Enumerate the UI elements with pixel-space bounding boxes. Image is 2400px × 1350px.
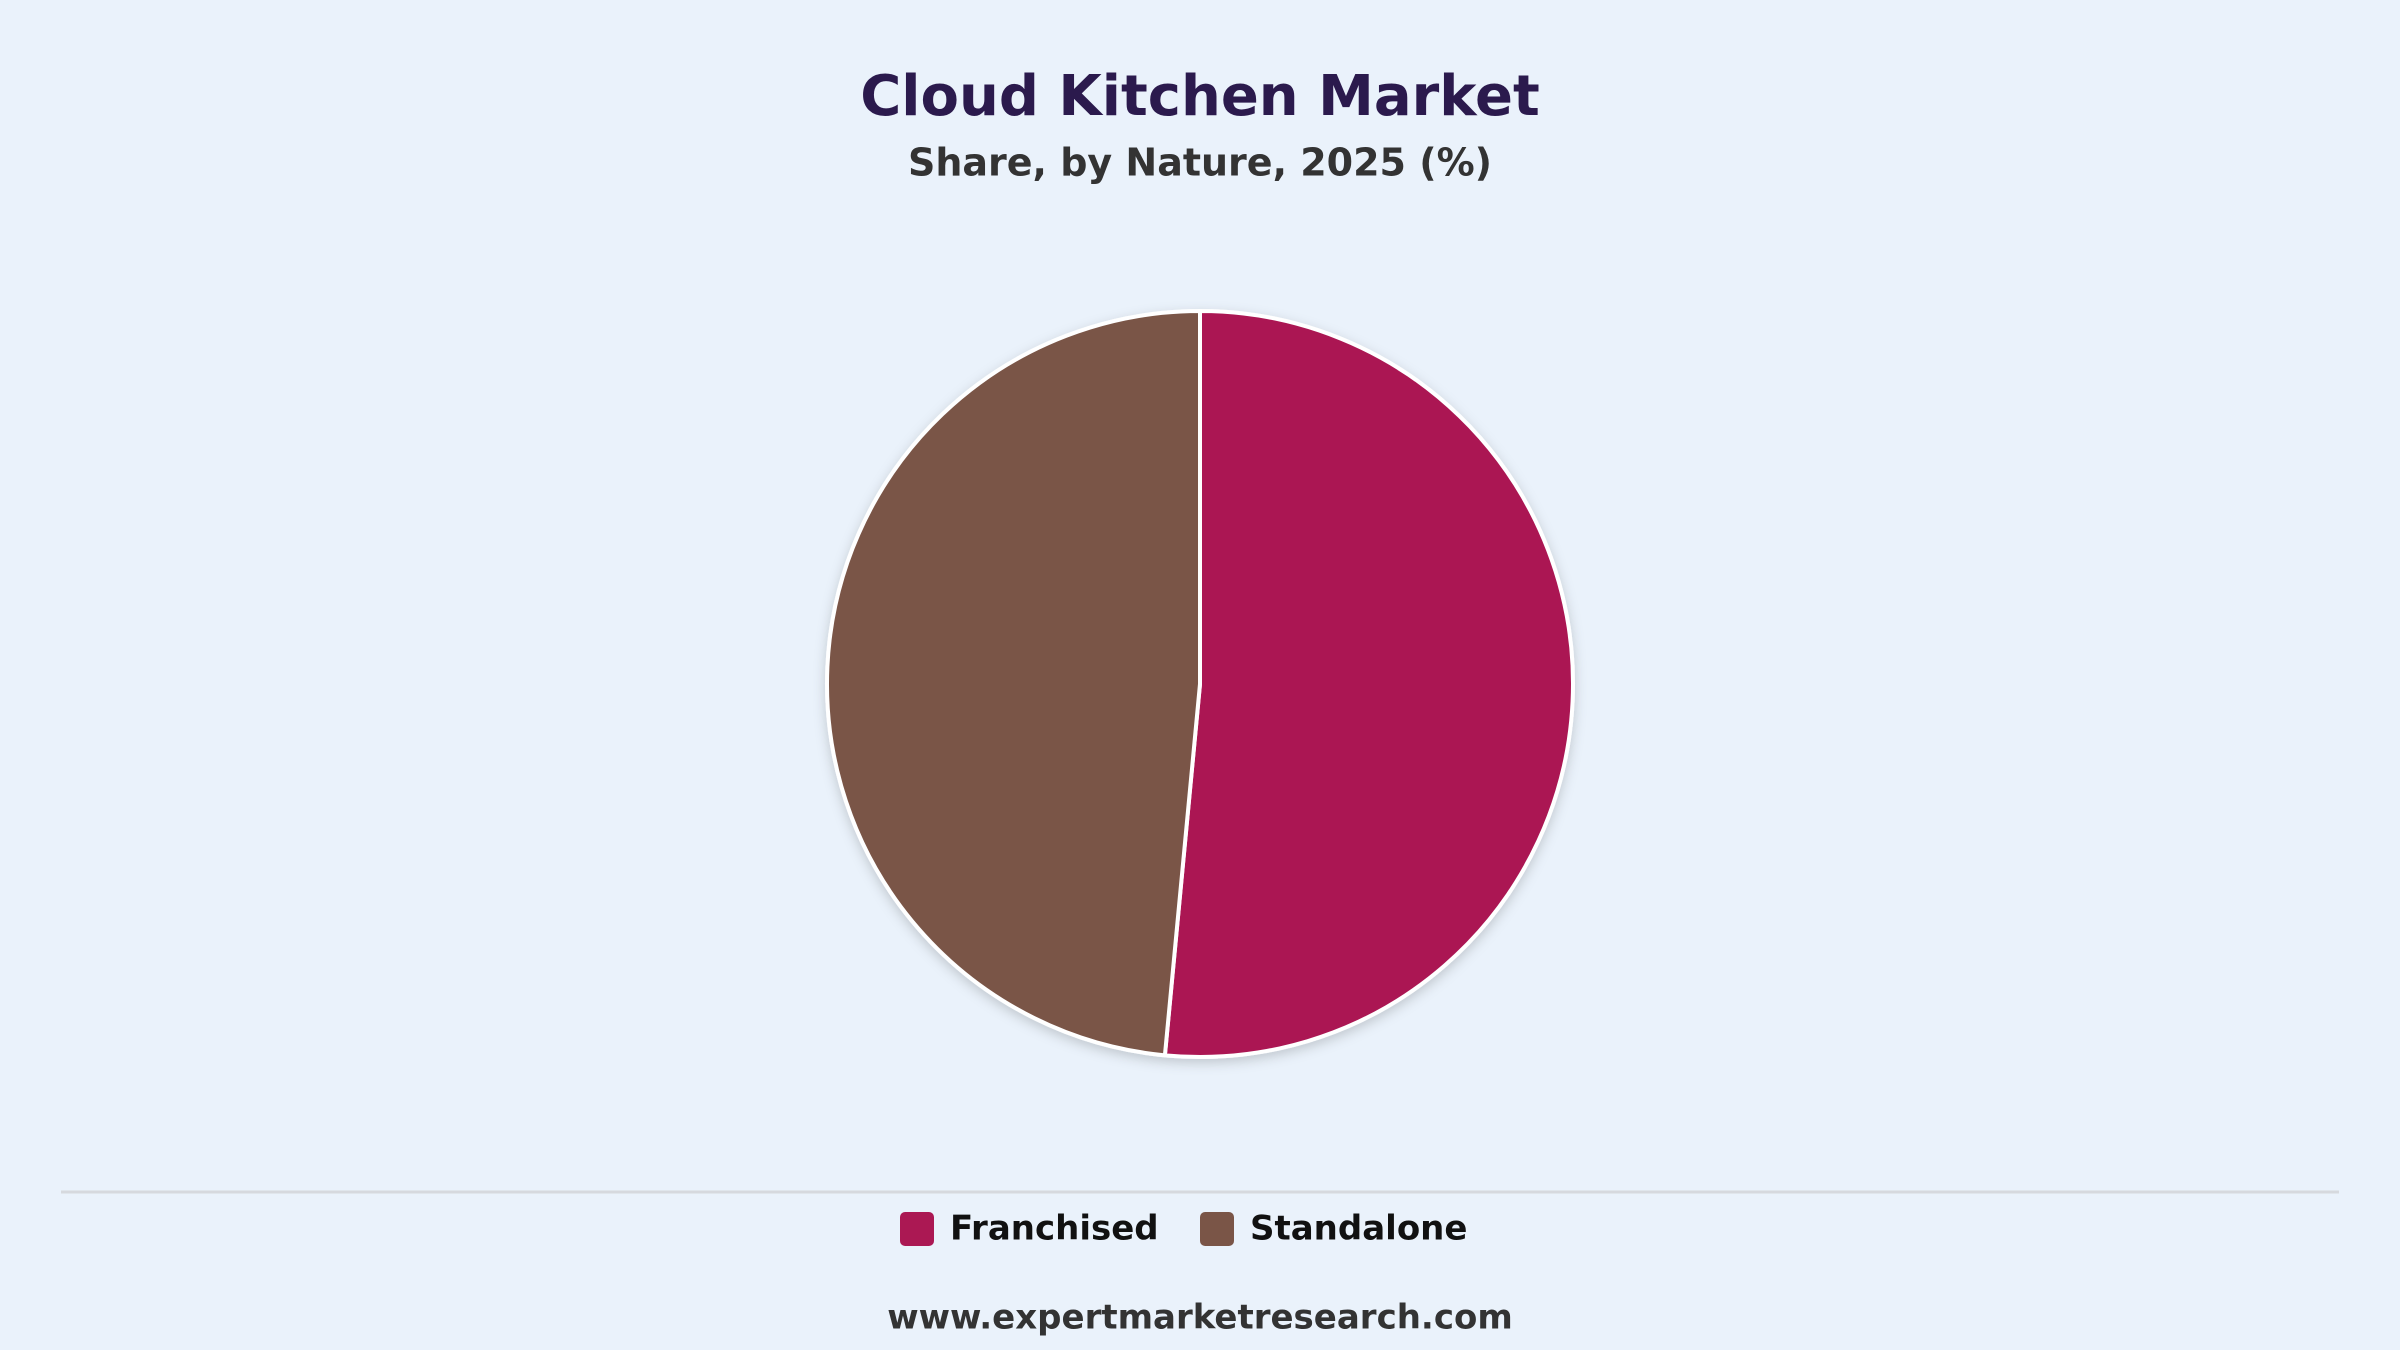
pie-slice (825, 309, 1202, 1058)
pie (825, 309, 1575, 1059)
legend-label: Franchised (950, 1209, 1159, 1249)
pie-slice (1162, 309, 1575, 1059)
footer: www.expertmarketresearch.com (887, 1298, 1513, 1338)
legend-swatch (1200, 1212, 1234, 1246)
chart-title: Cloud Kitchen Market (860, 64, 1540, 129)
legend-label: Standalone (1250, 1209, 1467, 1249)
legend: Franchised Standalone (900, 1209, 1467, 1249)
chart-subtitle: Share, by Nature, 2025 (%) (908, 141, 1492, 185)
legend-swatch (900, 1212, 934, 1246)
